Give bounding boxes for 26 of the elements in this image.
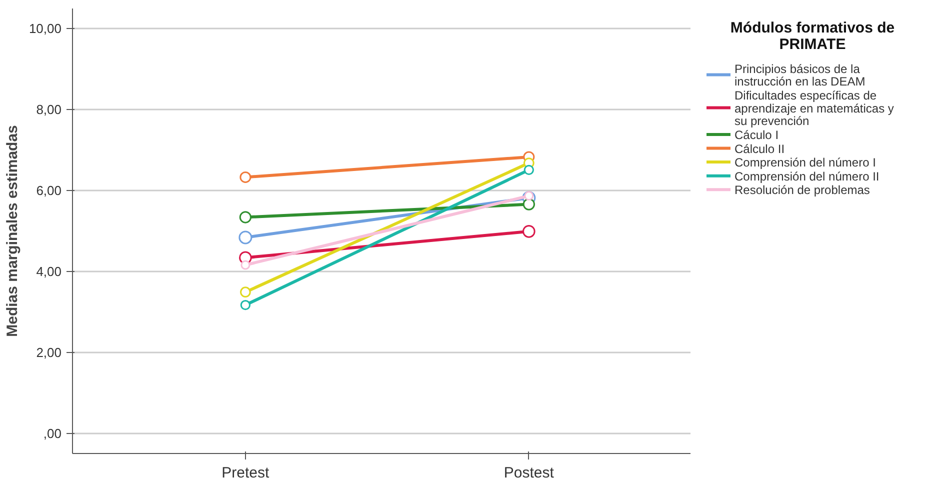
point: [238, 230, 252, 244]
y-tick-label: 2,00: [36, 344, 62, 360]
legend-label: Cálculo II: [734, 142, 785, 156]
point: [522, 225, 536, 238]
x-tick-label: Postest: [504, 464, 555, 482]
legend-label: Comprensión del número I: [734, 156, 876, 170]
legend-label: Dificultades específicas de aprendizaje en matemáticas y su prevención: [734, 88, 894, 128]
y-tick-label: 4,00: [36, 264, 62, 279]
legend-label: Resolución de problemas: [734, 183, 870, 198]
legend-label: Cáculo I: [734, 128, 779, 142]
y-tick-label: 10,00: [28, 21, 62, 36]
point: [522, 198, 535, 210]
x-tick-label: Pretest: [222, 464, 270, 482]
point: [240, 300, 251, 310]
y-tick-label: ,00: [43, 426, 62, 441]
legend-title: Módulos formativos de PRIMATE: [730, 20, 895, 54]
point: [240, 260, 250, 270]
point: [240, 171, 252, 183]
point: [240, 286, 251, 298]
legend-label: Comprensión del número II: [734, 169, 880, 184]
y-tick-label: 8,00: [36, 102, 62, 118]
y-tick-label: 6,00: [36, 183, 62, 198]
legend-label: Principios básicos de la instrucción en las DEAM: [734, 62, 866, 89]
point: [524, 164, 534, 175]
y-axis-title: Medias marginales estimadas: [4, 125, 21, 337]
point: [239, 211, 252, 224]
